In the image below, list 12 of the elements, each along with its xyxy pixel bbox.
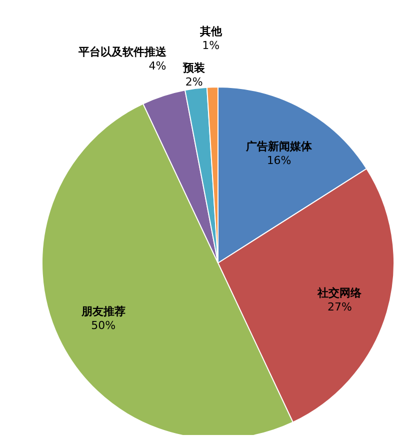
slice-label: 朋友推荐 bbox=[80, 304, 126, 318]
data-label: 2% bbox=[185, 76, 203, 89]
data-label: 4% bbox=[148, 60, 166, 73]
data-label: 27% bbox=[327, 300, 352, 314]
slice-label: 预装 bbox=[182, 62, 206, 75]
slice-label: 其他 bbox=[198, 25, 223, 38]
slice-label: 平台以及软件推送 bbox=[77, 46, 168, 59]
data-label: 16% bbox=[266, 154, 292, 167]
slice-label: 广告新闻媒体 bbox=[245, 140, 314, 153]
slice-label: 社交网络 bbox=[316, 286, 363, 300]
data-label: 50% bbox=[91, 318, 116, 332]
data-label: 1% bbox=[202, 39, 220, 52]
